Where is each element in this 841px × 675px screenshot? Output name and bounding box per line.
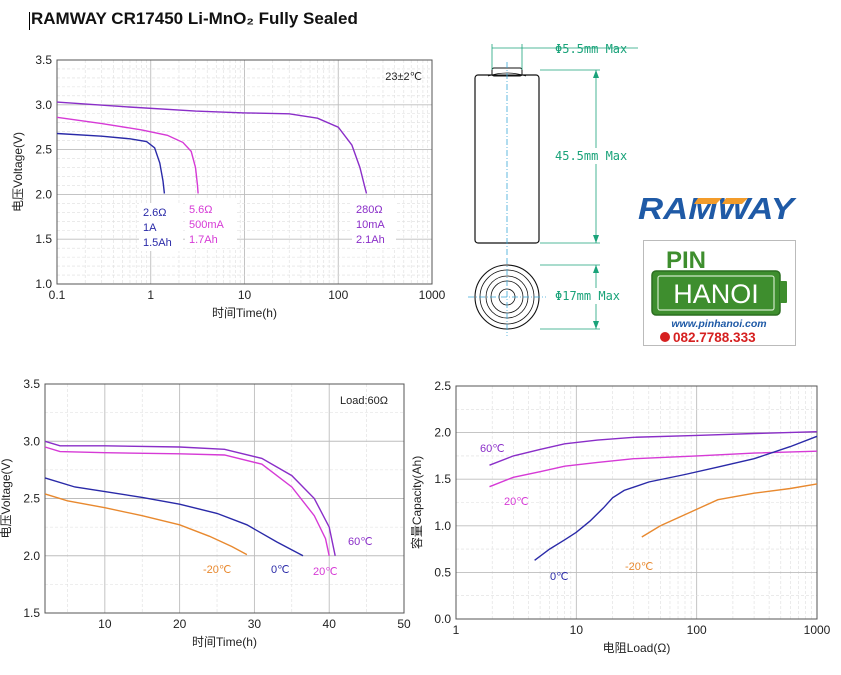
x-tick-label: 50 [397,617,411,631]
phone-icon [660,332,670,342]
diameter-dimension: Φ17mm Max [540,264,638,330]
page-title: RAMWAY CR17450 Li-MnO₂ Fully Sealed [31,9,358,28]
y-tick-label: 0.5 [434,565,451,579]
series-label: 20℃ [504,496,529,508]
y-axis-label: 电压Voltage(V) [11,132,25,212]
battery-side-view [474,62,540,255]
plot-area: 1 10 100 1000 0.0 0.5 1.0 1.5 2.0 2.5 电阻Load(Ω) 容量C… [409,379,831,655]
x-tick-label: 10 [570,623,584,637]
series-line [489,450,818,488]
series-label-background [352,200,396,248]
series-line [44,493,248,556]
plot-background [45,384,404,613]
y-tick-label: 1.5 [35,232,52,246]
y-tick-label: 2.0 [35,187,52,201]
battery-top-view [468,258,546,336]
x-tick-label: 1000 [419,288,446,302]
text-cursor [29,12,30,30]
series-line [56,116,199,194]
y-axis-label: 容量Capacity(Ah) [409,456,424,549]
x-tick-label: 1 [453,623,460,637]
series-line [56,101,368,194]
cap-dimension: Φ5.5mm Max [491,42,638,70]
x-axis-label: 时间Time(h) [192,635,257,649]
x-axis-label: 时间Time(h) [212,306,277,320]
series-label: 10mA [356,219,385,231]
series-line [44,477,304,557]
x-tick-label: 1 [147,288,154,302]
series-label: 2.6Ω [143,207,167,219]
series-label: 60℃ [480,443,505,455]
series-label: 20℃ [313,566,338,578]
series-label: 60℃ [348,536,373,548]
chart-annotation: Load:60Ω [340,395,388,407]
series-line [56,132,166,194]
series-line [534,435,818,561]
y-tick-label: 1.5 [434,472,451,486]
series-line [641,483,818,538]
plot-frame [44,383,405,614]
series-label: 0℃ [271,564,289,576]
x-tick-label: 100 [328,288,348,302]
hanoi-text: HANOI [673,279,759,309]
plot-frame [56,59,433,285]
y-axis-label: 电压Voltage(V) [0,458,13,538]
pinhanoi-logo: PIN HANOI www.pinhanoi.com 082.7788.333 [643,240,796,346]
y-tick-label: 3.5 [35,53,52,67]
series-label: 1.5Ah [143,237,172,249]
y-tick-label: 2.0 [23,549,40,563]
series-label: 280Ω [356,204,383,216]
x-tick-label: 100 [687,623,707,637]
plot-background [57,60,432,284]
x-tick-label: 0.1 [49,288,66,302]
y-tick-label: 3.0 [35,98,52,112]
x-tick-label: 10 [98,617,112,631]
length-dimension-label: 45.5mm Max [555,149,627,163]
x-axis-label: 电阻Load(Ω) [603,641,671,655]
cap-dimension-label: Φ5.5mm Max [555,42,627,56]
series-label-background [139,203,183,251]
x-tick-label: 40 [323,617,337,631]
series-line [44,446,330,556]
length-dimension: 45.5mm Max [540,69,638,244]
series-label: -20℃ [203,564,231,576]
plot-frame [455,385,818,620]
series-label: 1A [143,222,157,234]
plot-area: 10 20 30 40 50 1.5 2.0 2.5 3.0 3.5 时间Time(h) 电压Volt… [0,377,411,649]
plot-area: 0.1 1 10 100 1000 1.0 1.5 2.0 2.5 3.0 3.5 时间Time(h)… [11,53,446,320]
x-tick-label: 20 [173,617,187,631]
y-tick-label: 1.0 [35,277,52,291]
ramway-logo: RAMWAY [638,191,798,226]
ramway-logo-text: RAMWAY [638,191,798,226]
y-tick-label: 0.0 [434,612,451,626]
battery-dimension-drawing: Φ5.5mm Max 45.5mm Max Φ17mm Max [468,42,638,336]
x-tick-label: 10 [238,288,252,302]
diameter-dimension-label: Φ17mm Max [555,289,620,303]
pin-text: PIN [666,247,706,274]
y-tick-label: 1.0 [434,519,451,533]
series-label: 0℃ [550,571,568,583]
chart-annotation: 23±2℃ [385,71,422,83]
series-label: 5.6Ω [189,204,213,216]
y-tick-label: 3.0 [23,434,40,448]
x-tick-label: 1000 [804,623,831,637]
series-label: -20℃ [625,561,653,573]
website-text: www.pinhanoi.com [671,318,766,330]
series-line [489,431,818,466]
y-tick-label: 2.5 [434,379,451,393]
plot-background [456,386,817,619]
phone-text: 082.7788.333 [673,330,756,345]
y-tick-label: 1.5 [23,606,40,620]
series-label-background [185,200,237,248]
y-tick-label: 2.0 [434,426,451,440]
series-line [44,440,336,556]
series-label: 1.7Ah [189,234,218,246]
y-tick-label: 2.5 [35,143,52,157]
series-label: 500mA [189,219,225,231]
y-tick-label: 3.5 [23,377,40,391]
x-tick-label: 30 [248,617,262,631]
series-label: 2.1Ah [356,234,385,246]
y-tick-label: 2.5 [23,492,40,506]
